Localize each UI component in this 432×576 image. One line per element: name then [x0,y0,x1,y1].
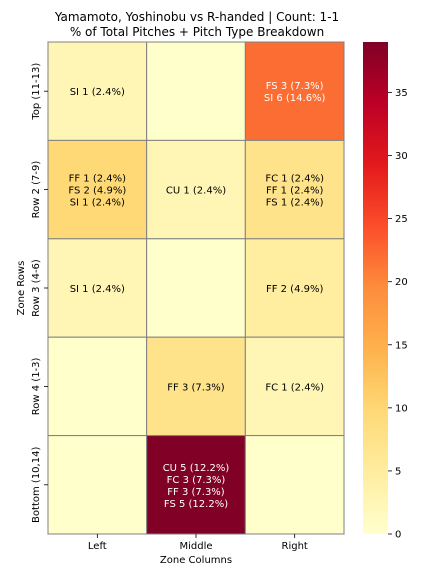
colorbar-tick-label: 30 [395,151,408,162]
cell-label: SI 1 (2.4%) [70,87,125,98]
colorbar: 0 5 10 15 20 25 30 35 [363,42,408,541]
heatmap-cell [146,139,246,240]
x-tick-label: Right [282,541,308,552]
heatmap-cell [244,435,345,535]
colorbar-ticks: 0 5 10 15 20 25 30 35 [388,88,408,541]
cell-label: FF 1 (2.4%) [69,174,127,185]
y-tick-label: Top (11-13) [31,63,42,121]
y-tick-label: Row 3 (4-6) [31,259,42,317]
y-tick-label: Bottom (10,14) [31,447,42,523]
cell-label: FF 2 (4.9%) [266,284,324,295]
colorbar-tick-label: 0 [395,530,401,541]
colorbar-gradient [363,42,388,534]
cell-label: SI 6 (14.6%) [264,93,326,104]
y-axis: Top (11-13) Row 2 (7-9) Row 3 (4-6) Row 4 (… [31,63,48,523]
chart-title: Yamamoto, Yoshinobu vs R-handed | Count:… [54,10,339,24]
heatmap-cell [47,435,148,535]
chart-subtitle: % of Total Pitches + Pitch Type Breakdow… [70,25,324,39]
heatmap-cell-labels: SI 1 (2.4%) FS 3 (7.3%)SI 6 (14.6%) FF 1 (… [68,81,325,510]
x-tick-label: Middle [179,541,212,552]
colorbar-tick-label: 20 [395,277,408,288]
heatmap-cell [244,139,345,240]
cell-label: FF 3 (7.3%) [167,382,225,393]
y-axis-label: Zone Rows [16,261,27,316]
x-tick-label: Left [88,541,107,552]
cell-label: FC 1 (2.4%) [265,382,324,393]
y-tick-label: Row 2 (7-9) [31,161,42,219]
heatmap-cell [146,41,246,141]
cell-label: FS 5 (12.2%) [164,499,228,510]
cell-label: FS 3 (7.3%) [266,81,324,92]
colorbar-tick-label: 10 [395,403,408,414]
heatmap-cell [244,41,345,141]
cell-label: SI 1 (2.4%) [70,198,125,209]
cell-label: SI 1 (2.4%) [70,284,125,295]
colorbar-tick-label: 15 [395,340,408,351]
y-tick-label: Row 4 (1-3) [31,357,42,415]
heatmap-cell [244,336,345,437]
cell-label: FC 1 (2.4%) [265,174,324,185]
heatmap-cell [47,139,148,240]
colorbar-tick-label: 25 [395,214,408,225]
x-axis: Left Middle Right [88,534,308,552]
heatmap-cell [146,435,246,535]
cell-label: CU 1 (2.4%) [166,186,226,197]
heatmap-cell [146,238,246,338]
cell-label: FS 1 (2.4%) [266,198,324,209]
cell-label: FS 2 (4.9%) [68,186,126,197]
colorbar-tick-label: 35 [395,88,408,99]
heatmap-cell [47,41,148,141]
colorbar-tick-label: 5 [395,466,401,477]
cell-label: CU 5 (12.2%) [163,463,230,474]
x-axis-label: Zone Columns [160,555,232,566]
cell-label: FF 3 (7.3%) [167,487,225,498]
heatmap-cell [47,336,148,437]
cell-label: FC 3 (7.3%) [167,475,226,486]
cell-label: FF 1 (2.4%) [266,186,324,197]
heatmap-cells [47,41,345,535]
